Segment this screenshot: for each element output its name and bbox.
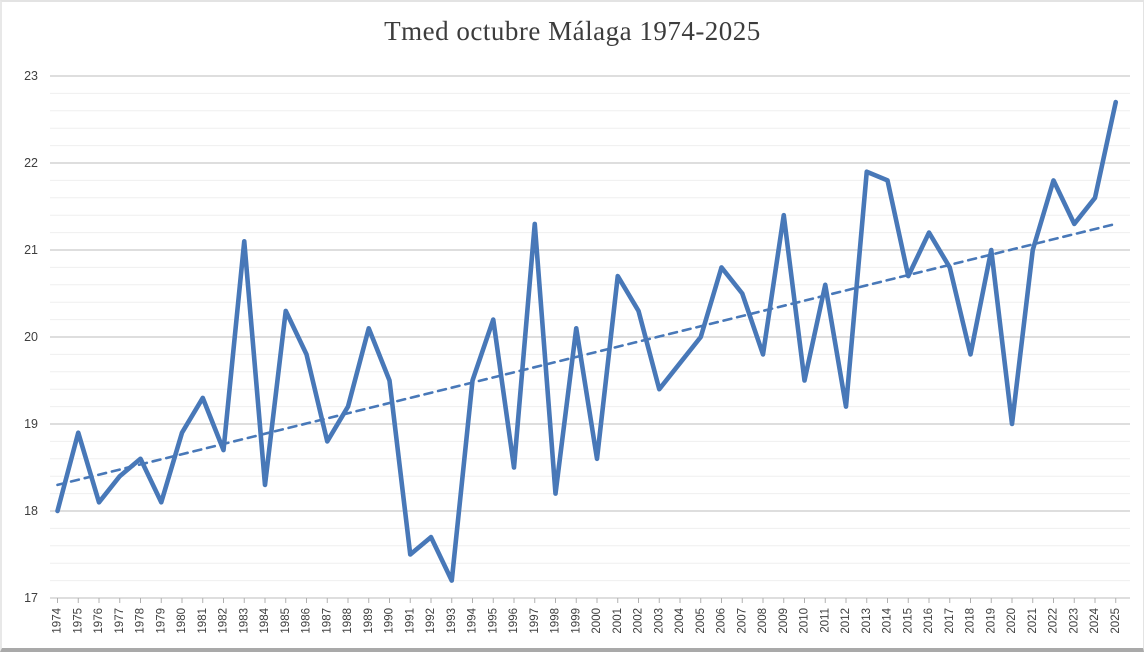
x-axis-tick-label: 1991: [404, 608, 416, 634]
y-axis-tick-label: 21: [24, 243, 38, 257]
x-axis-tick-label: 2020: [1006, 608, 1018, 634]
x-axis-tick-label: 2023: [1068, 608, 1080, 634]
x-axis-tick-label: 2025: [1110, 608, 1122, 634]
x-axis-tick-label: 1976: [93, 608, 105, 634]
x-axis-tick-label: 1995: [487, 608, 499, 634]
x-axis-tick-label: 1994: [467, 607, 479, 633]
x-axis-tick-label: 2019: [985, 608, 997, 634]
x-axis-tick-label: 1979: [155, 608, 167, 634]
y-axis-tick-label: 19: [24, 417, 38, 431]
x-axis-tick-label: 1996: [508, 608, 520, 634]
x-axis-tick-label: 2018: [965, 608, 977, 634]
x-axis-tick-label: 2024: [1089, 607, 1101, 633]
x-axis-tick-label: 2009: [778, 608, 790, 634]
x-axis-tick-label: 2021: [1027, 608, 1039, 634]
x-axis-tick-label: 2017: [944, 608, 956, 634]
x-axis-tick-label: 2012: [840, 608, 852, 634]
x-axis-tick-label: 2016: [923, 608, 935, 634]
x-axis-tick-label: 1992: [425, 608, 437, 634]
x-axis-tick-label: 1988: [342, 608, 354, 634]
x-axis-tick-label: 1975: [72, 608, 84, 634]
x-axis-tick-label: 2007: [736, 608, 748, 634]
x-axis-tick-label: 1980: [176, 608, 188, 634]
x-axis-tick-label: 1982: [218, 608, 230, 634]
x-axis-tick-label: 1993: [446, 608, 458, 634]
x-axis-tick-label: 2002: [633, 608, 645, 634]
x-axis-tick-label: 1974: [52, 607, 64, 633]
x-axis-tick-label: 1983: [238, 608, 250, 634]
trendline: [56, 222, 1118, 487]
x-axis-tick-label: 1978: [135, 608, 147, 634]
y-axis-tick-label: 17: [24, 591, 38, 605]
x-axis-tick-label: 1984: [259, 607, 271, 633]
x-axis-tick-label: 2003: [653, 608, 665, 634]
x-axis-tick-label: 2011: [819, 608, 831, 633]
chart-title: Tmed octubre Málaga 1974-2025: [384, 16, 761, 46]
x-axis-tick-label: 2014: [882, 607, 894, 633]
x-axis-tick-label: 2010: [799, 608, 811, 634]
x-axis-tick-label: 2013: [861, 608, 873, 634]
x-axis-tick-label: 1981: [197, 608, 209, 634]
y-axis-tick-label: 22: [24, 156, 38, 170]
temperature-series-line: [55, 99, 1119, 583]
x-axis-tick-label: 1985: [280, 608, 292, 634]
x-axis-tick-label: 2008: [757, 608, 769, 634]
x-axis-tick-label: 1986: [301, 608, 313, 634]
y-axis-tick-label: 18: [24, 504, 38, 518]
x-axis-tick-label: 2015: [902, 608, 914, 634]
x-axis-tick-label: 1997: [529, 608, 541, 634]
x-axis-tick-label: 2022: [1048, 608, 1060, 634]
x-axis-tick-label: 1998: [550, 608, 562, 634]
y-axis-tick-label: 23: [24, 69, 38, 83]
x-axis-tick-label: 1990: [384, 608, 396, 634]
x-axis-tick-label: 2006: [716, 608, 728, 634]
x-axis-labels: 1974 1975 1976 1977 1978 1979 1980 1981 1982 1983…: [52, 598, 1122, 634]
x-axis-tick-label: 2000: [591, 608, 603, 634]
y-axis-labels: 17 18 19 20 21 22 23: [24, 69, 38, 605]
x-axis-tick-label: 1999: [570, 608, 582, 634]
x-axis-tick-label: 2005: [695, 608, 707, 634]
x-axis-tick-label: 2001: [612, 608, 624, 634]
x-axis-tick-label: 2004: [674, 607, 686, 633]
x-axis-tick-label: 1977: [114, 608, 126, 634]
x-axis-tick-label: 1987: [321, 608, 333, 634]
x-axis-tick-label: 1989: [363, 608, 375, 634]
y-axis-tick-label: 20: [24, 330, 38, 344]
